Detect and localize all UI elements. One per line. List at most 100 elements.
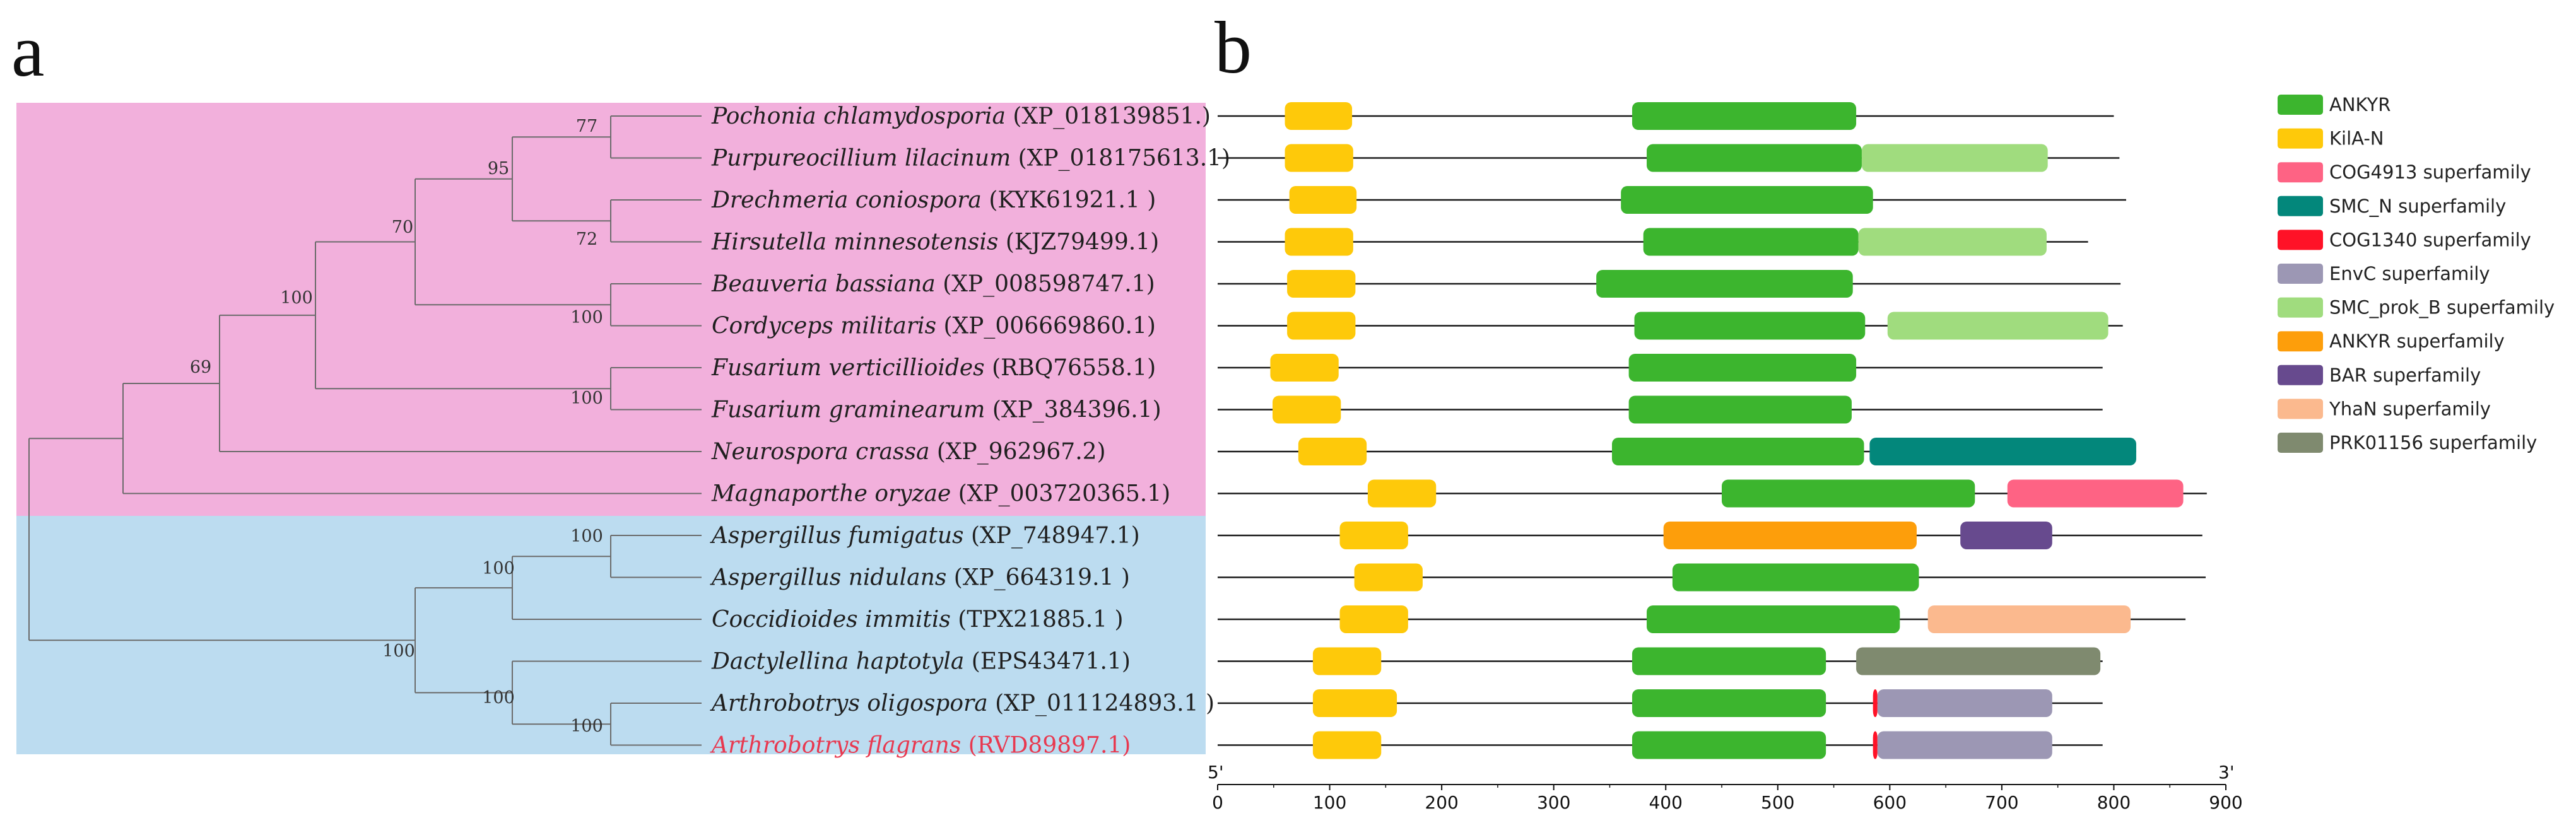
axis-end-label: 3': [2218, 762, 2235, 783]
species-name: Aspergillus fumigatus: [710, 523, 964, 549]
domain-kila-n: [1285, 102, 1353, 130]
legend-label: ANKYR: [2329, 94, 2391, 115]
species-label-drechmeria-coniospora: Drechmeria coniospora (KYK61921.1 ): [711, 187, 1156, 213]
domain-yhan-superfamily: [1927, 605, 2131, 633]
legend-swatch: [2278, 196, 2323, 216]
accession-number: (XP_664319.1 ): [946, 565, 1130, 591]
axis-start-label: 5': [1208, 762, 1224, 783]
legend-swatch: [2278, 264, 2323, 284]
protein-row-drechmeria-coniospora: [1218, 186, 2126, 214]
species-name: Neurospora crassa: [711, 439, 929, 465]
domain-kila-n: [1339, 605, 1408, 633]
protein-row-arthrobotrys-oligospora: [1218, 689, 2103, 717]
axis-tick-label-300: 300: [1537, 792, 1570, 813]
legend-label: PRK01156 superfamily: [2329, 432, 2537, 453]
legend-swatch: [2278, 162, 2323, 183]
domain-prk01156-superfamily: [1856, 647, 2101, 675]
protein-row-arthrobotrys-flagrans: [1218, 731, 2103, 759]
legend-label: YhaN superfamily: [2329, 398, 2491, 419]
domain-ankyr-superfamily: [1663, 522, 1917, 549]
species-name: Cordyceps militaris: [712, 313, 936, 339]
axis-tick-label-0: 0: [1212, 792, 1223, 813]
protein-row-pochonia-chlamydosporia: [1218, 102, 2114, 130]
protein-row-purpureocillium-lilacinum: [1218, 144, 2120, 172]
bootstrap-values: 77 95 72 70 100 100 100 69 100 100 100 100 100: [190, 117, 603, 736]
protein-row-aspergillus-nidulans: [1218, 563, 2206, 592]
legend-label: ANKYR superfamily: [2329, 330, 2505, 352]
species-label-list: Pochonia chlamydosporia (XP_018139851.)P…: [710, 103, 1230, 759]
domain-kila-n: [1312, 731, 1382, 759]
domain-kila-n: [1285, 144, 1353, 172]
axis-tick-label-600: 600: [1873, 792, 1907, 813]
accession-number: (EPS43471.1): [964, 649, 1131, 675]
domain-ankyr: [1722, 479, 1975, 508]
domain-kila-n: [1312, 689, 1397, 717]
domain-kila-n: [1339, 522, 1408, 549]
species-label-arthrobotrys-oligospora: Arthrobotrys oligospora (XP_011124893.1 …: [710, 691, 1214, 716]
protein-row-dactylellina-haptotyla: [1218, 647, 2103, 675]
legend-swatch: [2278, 297, 2323, 318]
species-label-magnaporthe-oryzae: Magnaporthe oryzae (XP_003720365.1): [711, 481, 1170, 507]
axis-tick-label-700: 700: [1985, 792, 2018, 813]
legend-swatch: [2278, 365, 2323, 385]
species-name: Fusarium graminearum: [711, 397, 985, 423]
phylogenetic-tree: [28, 115, 702, 746]
bootstrap-beauveria-cordyceps: 100: [570, 308, 603, 327]
domain-kila-n: [1270, 354, 1339, 382]
species-label-coccidioides-immitis: Coccidioides immitis (TPX21885.1 ): [712, 607, 1124, 633]
domain-kila-n: [1273, 395, 1341, 424]
legend-label: COG1340 superfamily: [2329, 229, 2531, 250]
axis-tick-label-400: 400: [1649, 792, 1682, 813]
bootstrap-pochonia-to-hirsutella: 95: [488, 159, 509, 178]
bootstrap-fusarium-pair: 100: [570, 388, 603, 408]
domain-ankyr: [1643, 228, 1859, 256]
accession-number: (XP_962967.2): [929, 439, 1105, 465]
bootstrap-pochonia-purpureocillium: 77: [576, 117, 597, 136]
species-label-cordyceps-militaris: Cordyceps militaris (XP_006669860.1): [712, 313, 1156, 339]
domain-cog1340-superfamily: [1873, 689, 1878, 717]
domain-smc-prok-b-superfamily: [1887, 312, 2108, 340]
legend-item-prk01156-superfamily: PRK01156 superfamily: [2278, 432, 2537, 453]
panel-letter-a: a: [11, 9, 44, 92]
protein-row-aspergillus-fumigatus: [1218, 522, 2203, 549]
domain-kila-n: [1312, 647, 1382, 675]
accession-number: (XP_018175613.1): [1011, 146, 1230, 172]
protein-row-fusarium-graminearum: [1218, 395, 2103, 424]
domain-kila-n: [1285, 228, 1353, 256]
legend-swatch: [2278, 230, 2323, 250]
axis-tick-label-900: 900: [2209, 792, 2242, 813]
species-name: Pochonia chlamydosporia: [711, 103, 1006, 129]
species-name: Magnaporthe oryzae: [711, 481, 951, 507]
species-name: Drechmeria coniospora: [711, 187, 982, 213]
species-label-dactylellina-haptotyla: Dactylellina haptotyla (EPS43471.1): [711, 649, 1131, 675]
bootstrap-pochonia-to-fusarium: 100: [280, 288, 313, 308]
legend-label: EnvC superfamily: [2329, 263, 2490, 284]
species-name: Arthrobotrys oligospora: [710, 691, 988, 716]
accession-number: (XP_008598747.1): [936, 271, 1155, 297]
domain-bar-superfamily: [1960, 522, 2052, 549]
bootstrap-aspergillus-pair: 100: [570, 527, 603, 546]
domain-kila-n: [1367, 479, 1437, 508]
legend-label: BAR superfamily: [2329, 365, 2481, 386]
domain-ankyr: [1672, 563, 1919, 592]
accession-number: (XP_384396.1): [985, 397, 1161, 423]
domain-smc-prok-b-superfamily: [1858, 228, 2047, 256]
accession-number: (RVD89897.1): [961, 733, 1131, 759]
axis-tick-label-800: 800: [2097, 792, 2131, 813]
accession-number: (XP_006669860.1): [936, 313, 1156, 339]
domain-smc-prok-b-superfamily: [1861, 144, 2048, 172]
legend-item-bar-superfamily: BAR superfamily: [2278, 365, 2481, 386]
domain-cog4913-superfamily: [2007, 479, 2184, 508]
domain-kila-n: [1354, 563, 1423, 592]
legend-item-cog4913-superfamily: COG4913 superfamily: [2278, 161, 2531, 183]
legend-item-smc-prok-b-superfamily: SMC_prok_B superfamily: [2278, 297, 2555, 318]
species-name: Purpureocillium lilacinum: [711, 146, 1011, 172]
species-label-purpureocillium-lilacinum: Purpureocillium lilacinum (XP_018175613.…: [711, 146, 1230, 172]
species-name: Hirsutella minnesotensis: [711, 230, 998, 255]
accession-number: (XP_003720365.1): [951, 481, 1170, 507]
accession-number: (KYK61921.1 ): [982, 187, 1156, 213]
legend-label: KilA-N: [2329, 128, 2384, 149]
species-label-beauveria-bassiana: Beauveria bassiana (XP_008598747.1): [711, 271, 1155, 297]
domain-ankyr: [1634, 312, 1866, 340]
